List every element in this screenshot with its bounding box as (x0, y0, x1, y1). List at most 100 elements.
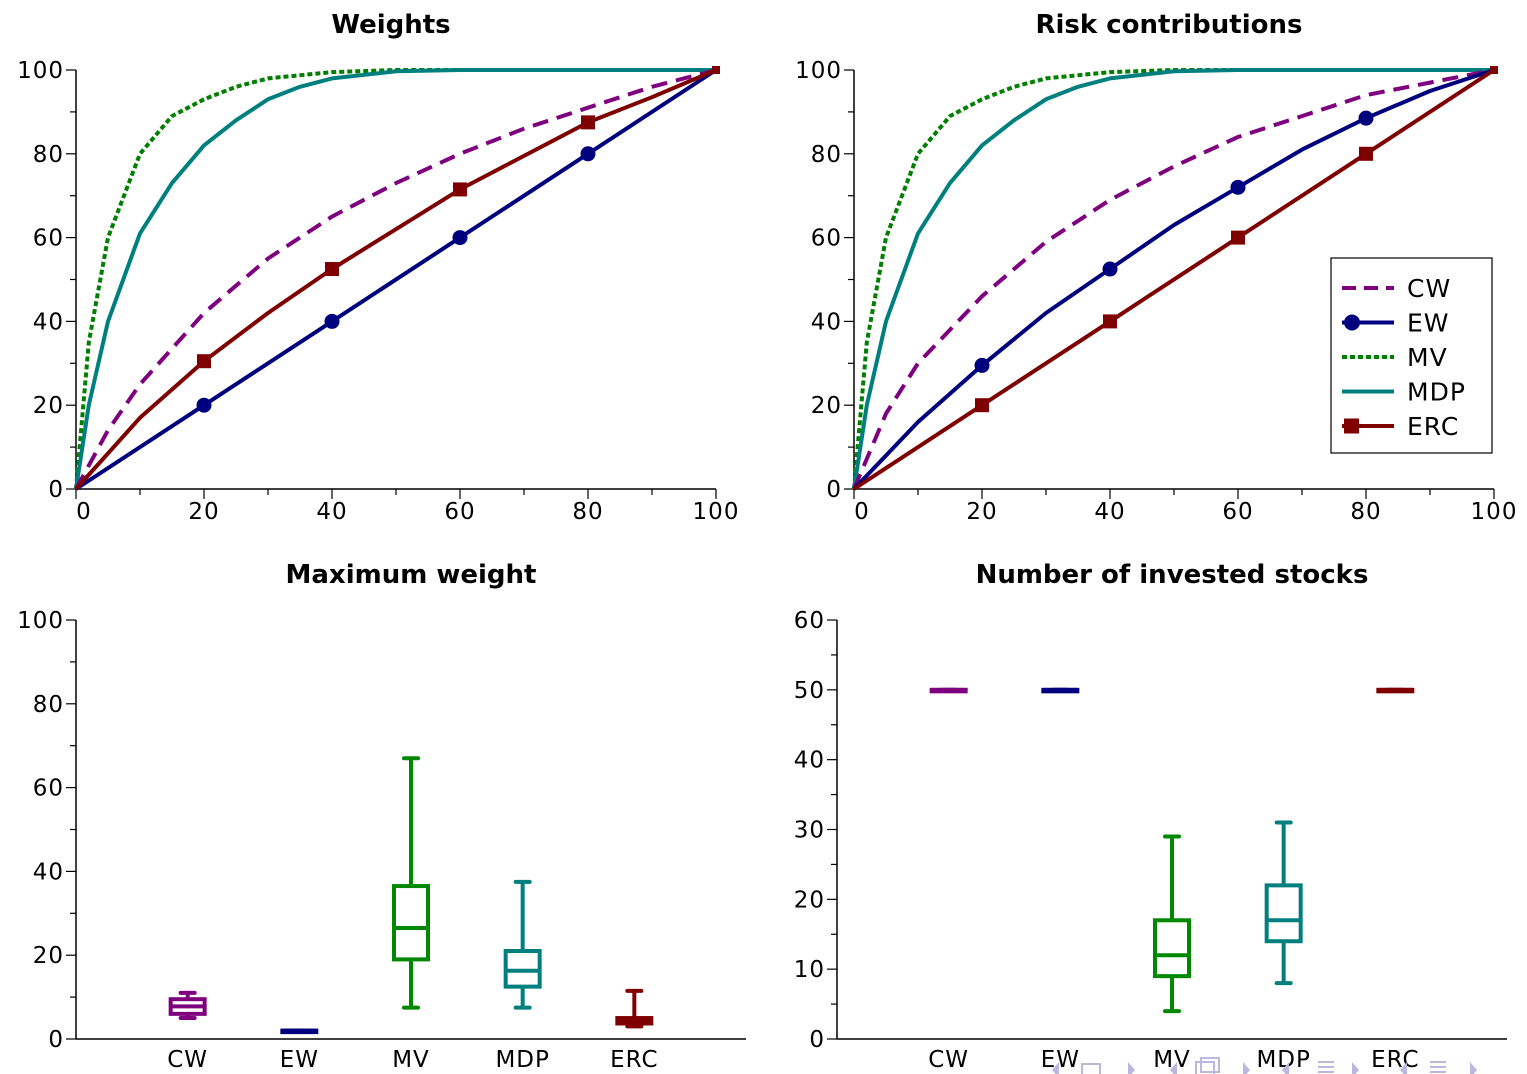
box-mv (1153, 918, 1191, 979)
category-label-mdp: MDP (495, 1047, 549, 1073)
x-tick-label-40: 40 (316, 499, 347, 525)
category-label-erc: ERC (610, 1047, 658, 1073)
nav-arrow-icon (1400, 1062, 1407, 1074)
point-erc-100 (712, 66, 720, 74)
series-line-mdp (852, 68, 1494, 490)
y-tick-label-0: 0 (48, 1027, 64, 1053)
invested-stocks-panel: Number of invested stocks 0 10 20 30 40 50 60 C… (794, 560, 1507, 1073)
series-line-ew (852, 68, 1495, 491)
nav-subsection-icon (1195, 1061, 1215, 1074)
y-tick-label-100: 100 (17, 58, 64, 84)
legend-label-mv: MV (1407, 343, 1448, 372)
category-label-ew: EW (1041, 1047, 1080, 1073)
y-tick-label-60: 60 (811, 226, 842, 252)
y-tick-label-0: 0 (826, 477, 842, 503)
y-tick-label-10: 10 (794, 957, 825, 983)
point-ew-40 (1102, 261, 1118, 277)
y-tick-label-80: 80 (33, 142, 64, 168)
invested-stocks-title: Number of invested stocks (976, 560, 1369, 590)
y-tick-label-100: 100 (17, 608, 64, 634)
y-tick-label-100: 100 (795, 58, 842, 84)
point-erc-40 (1103, 314, 1117, 329)
legend-label-erc: ERC (1407, 412, 1459, 441)
point-erc-60 (1231, 230, 1245, 245)
nav-arrow-icon (1052, 1062, 1059, 1074)
series-line-ew (74, 68, 718, 491)
y-tick-label-60: 60 (794, 608, 825, 634)
x-tick-label-0: 0 (854, 499, 870, 525)
legend-marker-erc (1344, 418, 1359, 434)
point-ew-60 (452, 230, 468, 246)
category-label-cw: CW (167, 1047, 208, 1073)
y-tick-label-80: 80 (811, 142, 842, 168)
nav-arrow-icon (1128, 1062, 1135, 1074)
series-line-erc (74, 68, 717, 491)
point-ew-60 (1230, 179, 1246, 195)
weights-panel: Weights 0 20 40 60 80 100 0 20 40 60 80 100 (17, 10, 740, 525)
y-tick-label-60: 60 (33, 776, 64, 802)
legend-label-mdp: MDP (1407, 378, 1466, 407)
category-label-cw: CW (928, 1047, 969, 1073)
point-ew-80 (580, 146, 596, 162)
category-label-mdp: MDP (1256, 1047, 1310, 1073)
x-tick-label-0: 0 (76, 499, 92, 525)
x-tick-label-100: 100 (693, 499, 740, 525)
y-tick-label-20: 20 (33, 393, 64, 419)
y-tick-label-60: 60 (33, 226, 64, 252)
x-tick-label-20: 20 (966, 499, 997, 525)
risk-contributions-title: Risk contributions (1035, 10, 1302, 40)
legend-label-ew: EW (1407, 309, 1450, 338)
category-label-mv: MV (392, 1047, 430, 1073)
y-tick-label-0: 0 (48, 477, 64, 503)
series-line-erc (852, 68, 1496, 491)
beamer-navigation-bar[interactable] (1052, 1057, 1477, 1074)
point-ew-20 (196, 397, 212, 413)
x-tick-label-80: 80 (1350, 499, 1381, 525)
y-tick-label-50: 50 (794, 678, 825, 704)
weights-title: Weights (331, 10, 450, 40)
maximum-weight-panel: Maximum weight 0 20 40 60 80 100 CW EW MV MDP ERC (17, 560, 746, 1073)
y-tick-label-20: 20 (811, 393, 842, 419)
nav-frame-icon (1081, 1063, 1101, 1074)
category-label-erc: ERC (1371, 1047, 1419, 1073)
point-erc-80 (1359, 146, 1373, 161)
maximum-weight-title: Maximum weight (286, 560, 537, 590)
point-erc-20 (975, 398, 989, 413)
y-tick-label-0: 0 (809, 1027, 825, 1053)
y-tick-label-80: 80 (33, 692, 64, 718)
series-line-cw (74, 68, 717, 490)
point-erc-20 (197, 354, 211, 369)
y-tick-label-40: 40 (811, 309, 842, 335)
point-ew-20 (974, 357, 990, 373)
nav-arrow-icon (1170, 1062, 1177, 1074)
point-ew-80 (1358, 110, 1374, 126)
series-line-cw (852, 68, 1495, 490)
legend-label-cw: CW (1407, 274, 1451, 303)
x-tick-label-60: 60 (1222, 499, 1253, 525)
nav-arrow-icon (1243, 1062, 1250, 1074)
legend-marker-ew (1344, 314, 1360, 331)
point-erc-60 (453, 182, 467, 197)
box-mdp (1264, 883, 1303, 944)
x-tick-label-60: 60 (444, 499, 475, 525)
category-label-ew: EW (280, 1047, 319, 1073)
y-tick-label-30: 30 (794, 818, 825, 844)
y-tick-label-20: 20 (794, 887, 825, 913)
nav-arrow-icon (1470, 1062, 1477, 1074)
nav-arrow-icon (1352, 1062, 1359, 1074)
y-tick-label-20: 20 (33, 943, 64, 969)
nav-subsection-icon (1200, 1057, 1220, 1073)
series-line-mdp (74, 68, 716, 490)
y-tick-label-40: 40 (33, 859, 64, 885)
y-tick-label-40: 40 (33, 309, 64, 335)
point-erc-40 (325, 262, 339, 277)
x-tick-label-80: 80 (572, 499, 603, 525)
point-ew-40 (324, 313, 340, 329)
legend: CW EW MV MDP ERC (1330, 257, 1493, 454)
x-tick-label-100: 100 (1471, 499, 1518, 525)
nav-arrow-icon (1282, 1062, 1289, 1074)
risk-contributions-panel: Risk contributions CW EW MV MDP ERC 0 20 4… (795, 10, 1518, 525)
box-mv (392, 884, 430, 962)
point-erc-100 (1490, 66, 1498, 74)
